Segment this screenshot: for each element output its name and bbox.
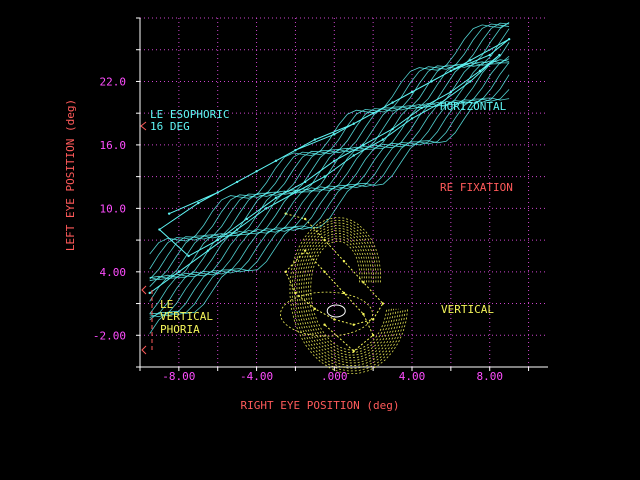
data-point-horizontal	[352, 154, 355, 157]
data-point-horizontal	[274, 159, 278, 162]
data-point-horizontal	[274, 196, 278, 199]
data-point-horizontal	[187, 254, 190, 258]
annotation-phoria-2: VERTICAL	[160, 310, 213, 323]
vertical-outer-loop	[280, 291, 373, 337]
data-point-horizontal	[216, 191, 219, 194]
horizontal-loop	[149, 59, 510, 314]
data-point-horizontal	[235, 180, 239, 184]
data-point-horizontal	[323, 175, 326, 178]
horizontal-loop	[149, 42, 510, 279]
vertical-loop	[303, 233, 395, 359]
esophoric-arrow	[140, 121, 147, 131]
x-tick-label: .000	[321, 370, 348, 383]
y-tick-label: 4.00	[100, 266, 127, 279]
data-point-horizontal	[410, 117, 414, 120]
data-point-horizontal	[177, 270, 181, 274]
phoria-bracket	[141, 285, 153, 355]
data-point-horizontal	[167, 212, 171, 215]
y-tick-label: -2.00	[93, 329, 126, 342]
data-point-horizontal	[488, 53, 491, 57]
vertical-loop	[291, 219, 406, 372]
horizontal-loop	[149, 22, 510, 255]
data-point-vertical	[284, 270, 287, 274]
data-point-vertical	[352, 349, 355, 353]
data-point-horizontal	[449, 69, 453, 73]
data-point-vertical	[342, 260, 346, 263]
data-point-vertical	[371, 334, 375, 337]
data-point-horizontal	[333, 159, 336, 162]
data-point-horizontal	[507, 37, 511, 41]
data-point-vertical	[362, 312, 365, 316]
data-point-horizontal	[333, 133, 336, 136]
data-point-horizontal	[381, 138, 385, 141]
x-tick-label: -8.00	[162, 370, 195, 383]
data-point-vertical	[371, 318, 375, 321]
data-point-vertical	[352, 323, 355, 326]
data-point-horizontal	[148, 291, 151, 295]
horizontal-loop	[149, 23, 510, 270]
y-tick-label: 22.0	[100, 75, 127, 88]
vertical-loop	[298, 227, 399, 364]
grid-layer	[139, 17, 548, 368]
horizontal-loop	[149, 22, 510, 280]
y-tick-label: 16.0	[100, 139, 127, 152]
data-point-horizontal	[469, 80, 472, 83]
data-point-horizontal	[265, 207, 268, 210]
vertical-loop	[307, 238, 390, 353]
series-layer	[148, 22, 511, 375]
vertical-loop	[301, 230, 397, 361]
data-point-horizontal	[294, 148, 297, 152]
vertical-loop	[294, 222, 404, 369]
data-point-horizontal	[391, 101, 394, 104]
data-point-vertical	[313, 307, 317, 311]
annotation-re-fixation: RE FIXATION	[440, 181, 513, 194]
data-point-horizontal	[245, 217, 249, 221]
y-tick-label: 10.0	[100, 202, 127, 215]
horizontal-loop	[149, 55, 510, 287]
horizontal-loop	[149, 58, 510, 318]
annotation-phoria-3: PHORIA	[160, 323, 200, 336]
annotation-esophoric-1: LE ESOPHORIC	[150, 108, 229, 121]
tick-labels: -8.00 -4.00 .000 4.00 8.00 -2.00 4.00 10.0 16.0 2…	[93, 75, 503, 383]
horizontal-loop	[149, 97, 510, 334]
horizontal-loop	[149, 60, 510, 302]
vertical-loop	[296, 225, 402, 367]
annotation-horizontal: HORIZONTAL	[440, 100, 507, 113]
vertical-loop	[305, 235, 392, 356]
data-point-horizontal	[410, 90, 414, 94]
data-point-vertical	[323, 323, 326, 326]
data-point-horizontal	[352, 122, 355, 125]
x-tick-label: 8.00	[476, 370, 503, 383]
x-tick-label: -4.00	[240, 370, 273, 383]
horizontal-loop	[149, 28, 510, 281]
annotation-vertical: VERTICAL	[441, 303, 494, 316]
data-point-vertical	[333, 318, 336, 321]
data-point-horizontal	[197, 201, 200, 205]
data-point-vertical	[323, 270, 326, 274]
data-point-vertical	[381, 302, 385, 305]
x-axis-label: RIGHT EYE POSITION (deg)	[241, 399, 400, 412]
horizontal-loop	[149, 89, 510, 321]
annotation-esophoric-2: 16 DEG	[150, 120, 190, 133]
data-point-horizontal	[158, 228, 161, 231]
data-point-vertical	[303, 217, 307, 221]
y-axis-label: LEFT EYE POSITION (deg)	[64, 99, 77, 251]
annotation-phoria-1: LE	[160, 298, 173, 311]
x-tick-label: 4.00	[399, 370, 426, 383]
data-point-horizontal	[255, 170, 258, 173]
data-point-horizontal	[478, 69, 482, 73]
fixation-marker	[326, 304, 346, 318]
data-point-horizontal	[498, 53, 501, 57]
data-point-horizontal	[313, 138, 317, 141]
data-point-horizontal	[469, 59, 472, 62]
